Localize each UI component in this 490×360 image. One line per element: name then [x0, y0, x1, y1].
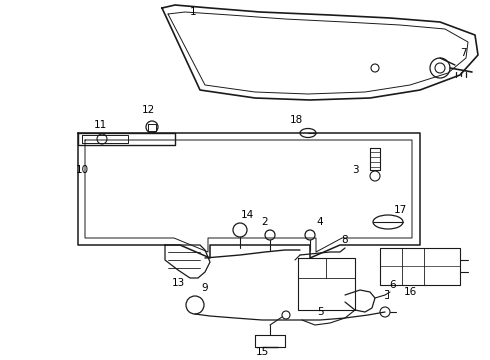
Text: 4: 4: [317, 217, 323, 227]
Text: 18: 18: [290, 115, 303, 125]
Text: 7: 7: [460, 48, 466, 58]
Text: 13: 13: [172, 278, 185, 288]
Text: 14: 14: [241, 210, 254, 220]
Text: 8: 8: [342, 235, 348, 245]
Text: 1: 1: [190, 7, 196, 17]
Text: 9: 9: [202, 283, 208, 293]
Text: 6: 6: [390, 280, 396, 290]
Text: 17: 17: [393, 205, 407, 215]
Text: 2: 2: [262, 217, 269, 227]
Text: 15: 15: [255, 347, 269, 357]
Text: 3: 3: [352, 165, 358, 175]
Text: 12: 12: [142, 105, 155, 115]
Text: 10: 10: [75, 165, 89, 175]
Text: 16: 16: [403, 287, 416, 297]
Text: 5: 5: [317, 307, 323, 317]
Text: 11: 11: [94, 120, 107, 130]
